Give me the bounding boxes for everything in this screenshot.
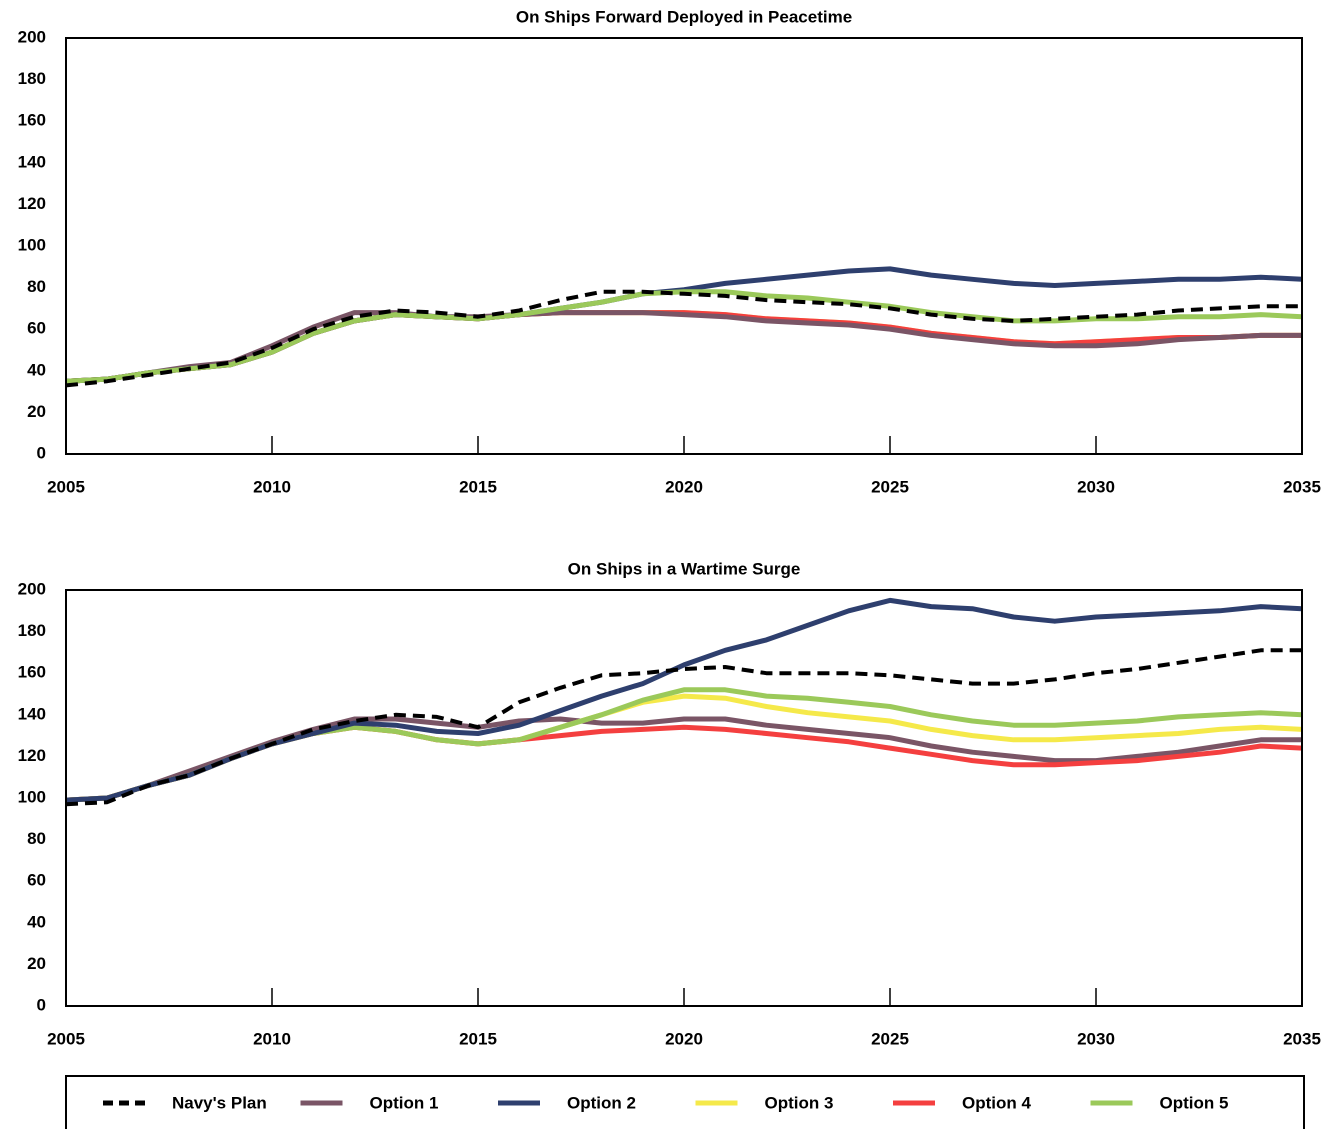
y-tick-label: 180: [18, 69, 46, 88]
x-tick-label: 2020: [665, 1029, 703, 1048]
x-tick-label: 2005: [47, 477, 85, 496]
y-tick-label: 40: [27, 912, 46, 931]
y-tick-label: 200: [18, 579, 46, 598]
x-tick-label: 2025: [871, 477, 909, 496]
chart-title: On Ships in a Wartime Surge: [568, 559, 801, 578]
y-tick-label: 80: [27, 277, 46, 296]
y-tick-label: 160: [18, 663, 46, 682]
legend-label: Option 3: [765, 1093, 834, 1112]
y-tick-label: 0: [37, 995, 46, 1014]
legend-label: Navy's Plan: [172, 1093, 267, 1112]
y-tick-label: 180: [18, 621, 46, 640]
x-tick-label: 2010: [253, 477, 291, 496]
x-tick-label: 2010: [253, 1029, 291, 1048]
x-tick-label: 2020: [665, 477, 703, 496]
y-tick-label: 100: [18, 787, 46, 806]
x-tick-label: 2035: [1283, 1029, 1321, 1048]
data-line: [65, 648, 1302, 807]
y-tick-label: 160: [18, 111, 46, 130]
legend-label: Option 5: [1160, 1093, 1229, 1112]
x-tick-label: 2030: [1077, 1029, 1115, 1048]
legend-label: Option 1: [370, 1093, 439, 1112]
y-tick-label: 20: [27, 954, 46, 973]
y-tick-label: 140: [18, 704, 46, 723]
y-tick-label: 60: [27, 319, 46, 338]
y-tick-label: 40: [27, 360, 46, 379]
plot-frame: [65, 589, 1303, 1007]
x-tick-label: 2025: [871, 1029, 909, 1048]
x-tick-label: 2005: [47, 1029, 85, 1048]
y-tick-label: 140: [18, 152, 46, 171]
x-tick-label: 2015: [459, 1029, 497, 1048]
data-line: [65, 310, 1302, 384]
y-tick-label: 200: [18, 27, 46, 46]
chart-title: On Ships Forward Deployed in Peacetime: [516, 7, 852, 26]
data-line: [65, 289, 1302, 388]
data-line: [65, 687, 1303, 803]
y-tick-label: 100: [18, 235, 46, 254]
data-line: [65, 289, 1303, 384]
data-line: [65, 266, 1303, 384]
y-tick-label: 20: [27, 402, 46, 421]
y-tick-label: 120: [18, 746, 46, 765]
y-tick-label: 120: [18, 194, 46, 213]
data-line: [65, 597, 1303, 803]
legend-label: Option 4: [962, 1093, 1031, 1112]
x-tick-label: 2030: [1077, 477, 1115, 496]
legend-box: [65, 1075, 1305, 1129]
x-tick-label: 2015: [459, 477, 497, 496]
y-tick-label: 80: [27, 829, 46, 848]
plot-frame: [65, 37, 1303, 455]
y-tick-label: 60: [27, 871, 46, 890]
y-tick-label: 0: [37, 443, 46, 462]
x-tick-label: 2035: [1283, 477, 1321, 496]
legend-label: Option 2: [567, 1093, 636, 1112]
